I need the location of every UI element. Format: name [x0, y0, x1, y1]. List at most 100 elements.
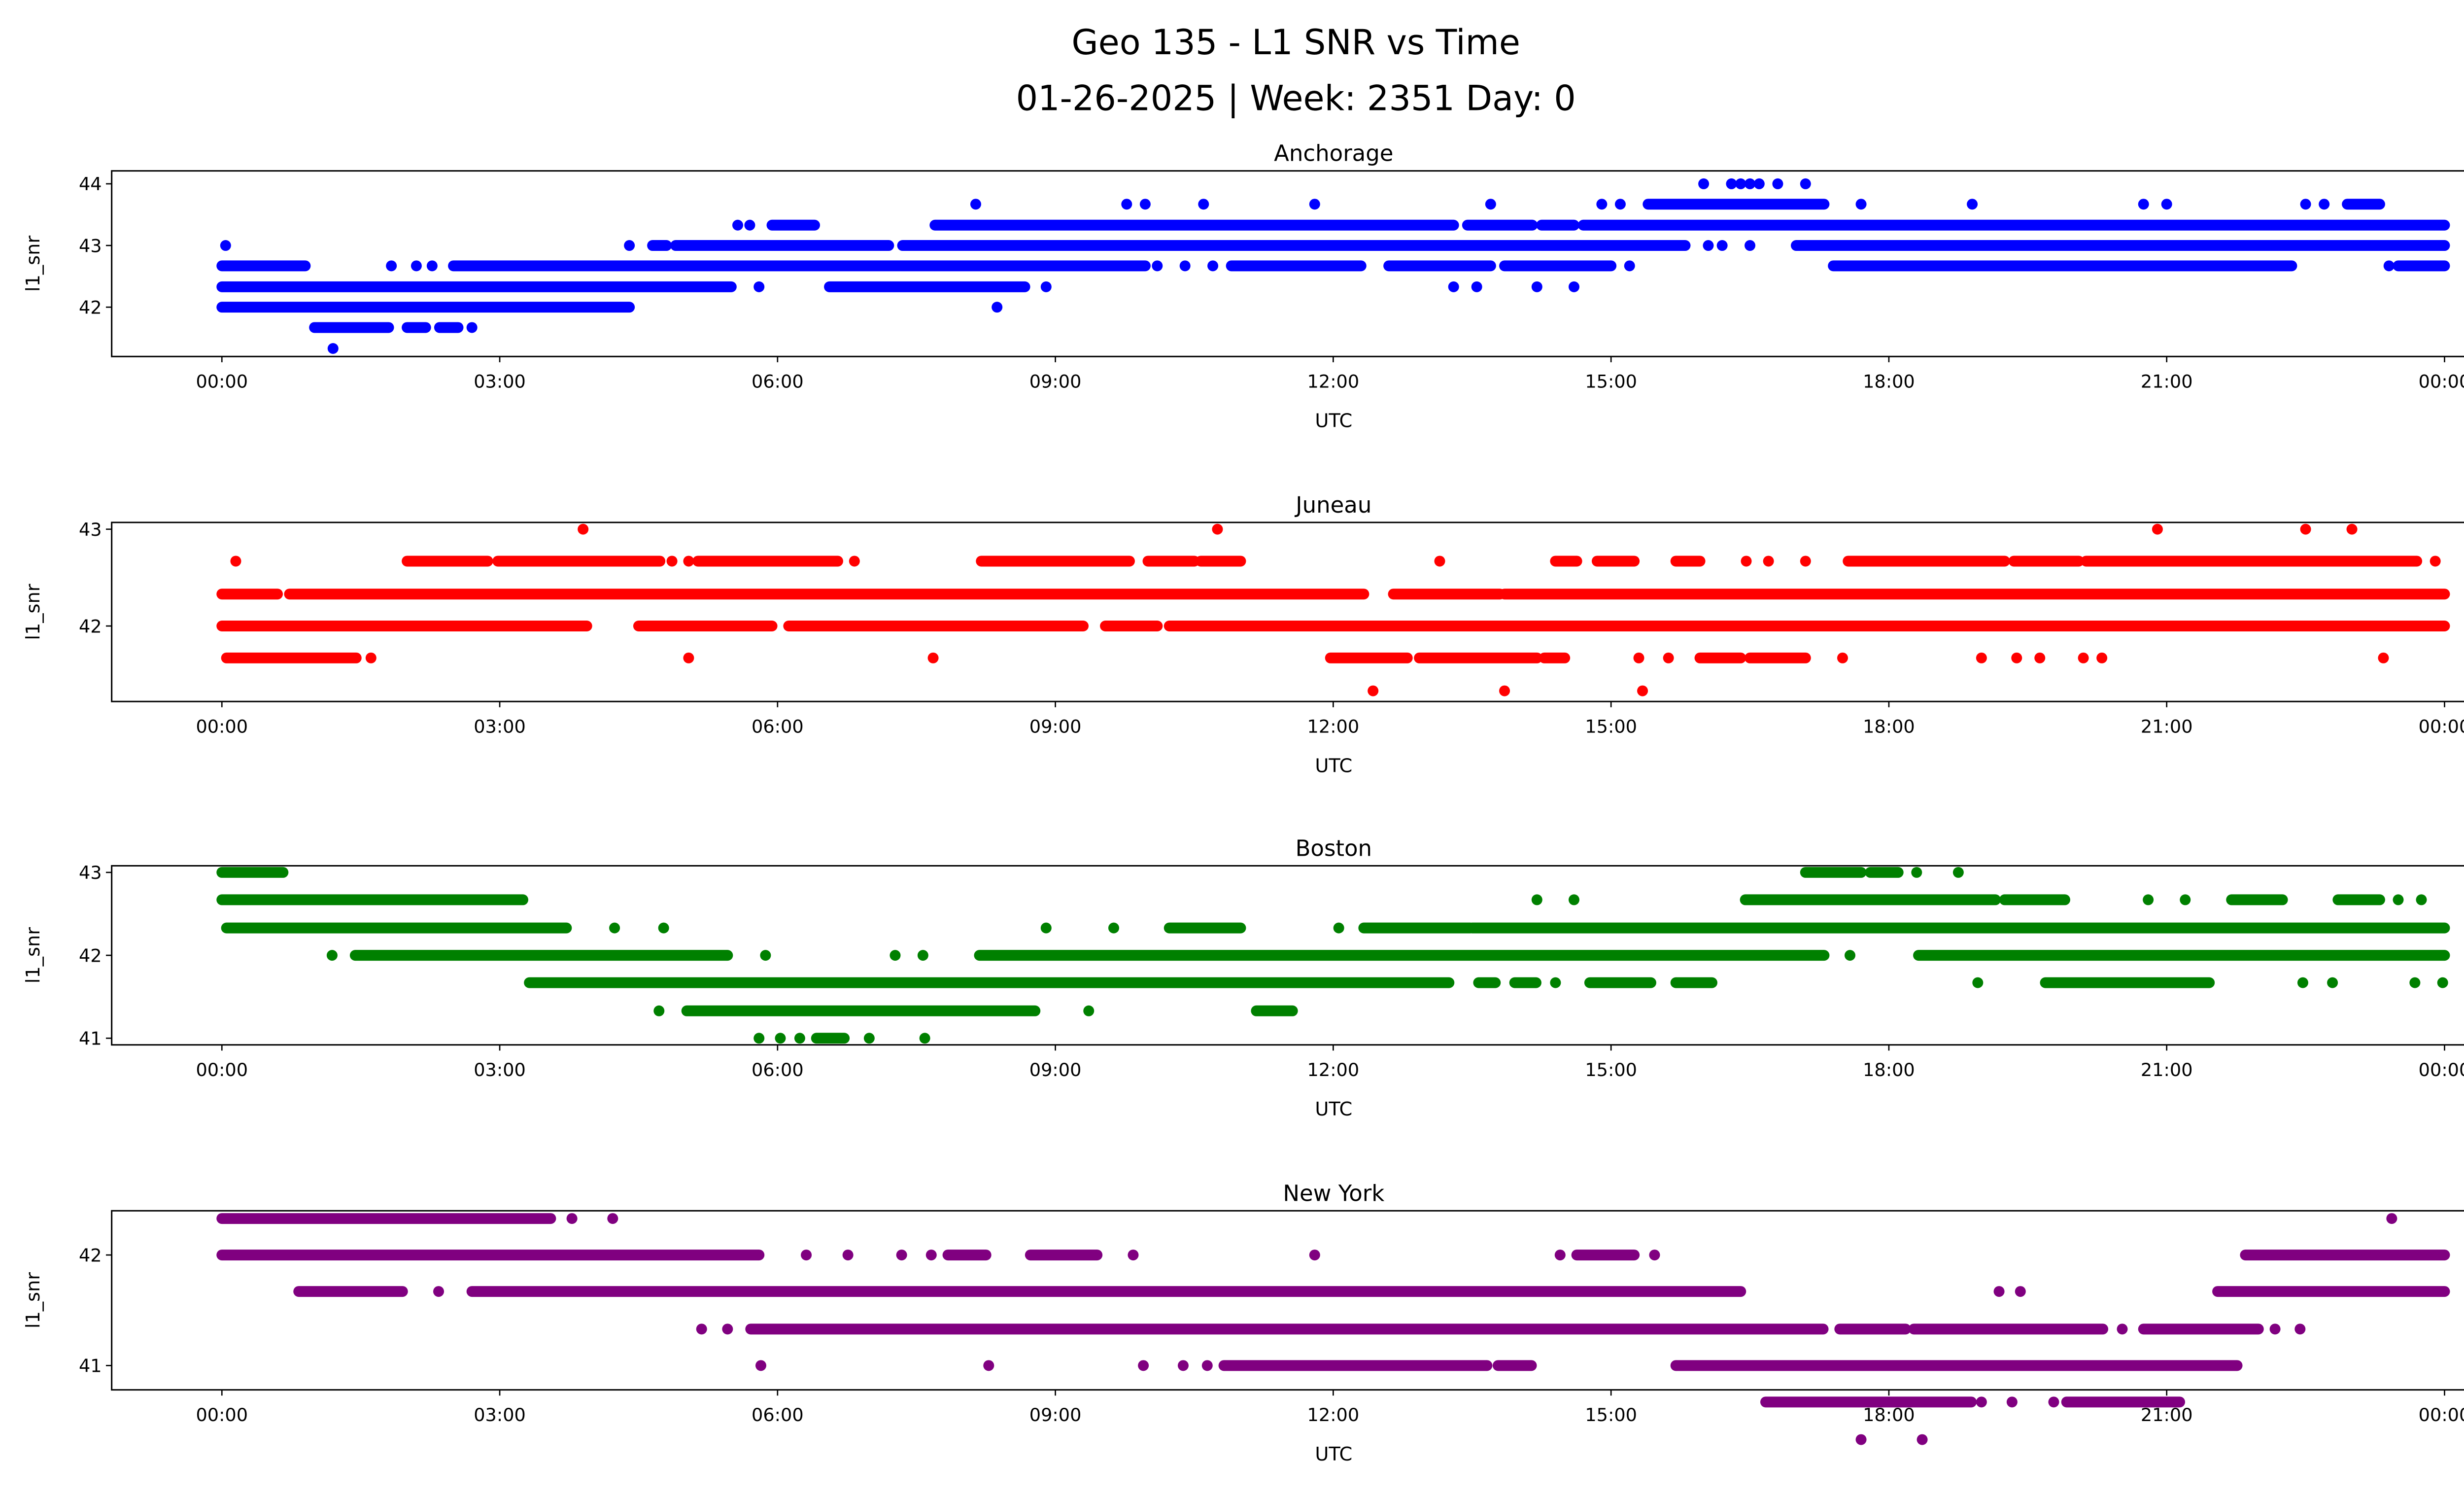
data-point-run	[824, 281, 1030, 292]
data-point-run	[976, 556, 1135, 567]
data-point	[1212, 523, 1223, 535]
data-point	[2143, 894, 2154, 905]
data-point	[2378, 652, 2389, 663]
data-point-run	[1591, 556, 1640, 567]
data-point	[1471, 281, 1482, 292]
data-point	[2161, 199, 2172, 210]
data-point-run	[633, 621, 778, 632]
data-point	[2048, 1396, 2059, 1408]
data-point	[2327, 977, 2338, 988]
data-point	[1633, 652, 1644, 663]
x-tick-label: 21:00	[2141, 371, 2193, 392]
data-point-run	[1499, 589, 2450, 600]
data-point	[983, 1360, 994, 1371]
data-point-run	[221, 652, 362, 663]
y-tick-label: 42	[79, 297, 102, 318]
data-point	[917, 950, 928, 961]
data-point	[753, 1033, 765, 1044]
data-point	[566, 1213, 578, 1224]
data-point	[1772, 178, 1783, 189]
x-tick-label: 06:00	[752, 1404, 804, 1425]
data-point	[1108, 922, 1119, 934]
data-point-run	[1865, 867, 1904, 878]
data-point-run	[216, 894, 529, 905]
data-point	[863, 1033, 875, 1044]
data-point-run	[1383, 260, 1496, 272]
x-tick-label: 15:00	[1585, 1404, 1637, 1425]
x-tick-label: 12:00	[1307, 1404, 1360, 1425]
data-point-run	[2240, 1250, 2450, 1261]
data-point	[2416, 894, 2427, 905]
x-tick-label: 00:00	[2419, 371, 2464, 392]
data-point-run	[1643, 199, 1830, 210]
data-point	[1741, 556, 1752, 567]
data-point-run	[1164, 621, 2450, 632]
data-point	[624, 240, 635, 251]
data-point-run	[745, 1323, 1829, 1335]
data-point-run	[1142, 556, 1200, 567]
subplot-boston: Boston 00:00 03:00 06:00 09:00 12:00 15:00 18:0…	[22, 835, 2464, 1120]
data-point-run	[942, 1250, 992, 1261]
data-point	[1040, 922, 1052, 934]
x-tick-label: 18:00	[1863, 716, 1915, 737]
data-point	[1726, 178, 1737, 189]
data-point	[1916, 1434, 1928, 1445]
data-point	[1448, 281, 1459, 292]
x-tick-label: 00:00	[2419, 1404, 2464, 1425]
data-point-run	[783, 621, 1089, 632]
data-point-run	[1584, 977, 1656, 988]
data-point	[230, 556, 241, 567]
data-point-run	[1760, 1396, 1977, 1408]
data-point	[1649, 1250, 1660, 1261]
data-point-run	[974, 950, 1830, 961]
data-point-run	[1499, 260, 1617, 272]
data-point	[658, 922, 669, 934]
x-tick-label: 00:00	[196, 1059, 248, 1080]
data-point	[2300, 523, 2311, 535]
x-tick-label: 03:00	[474, 371, 526, 392]
data-point	[2011, 652, 2022, 663]
x-tick-label: 00:00	[196, 716, 248, 737]
figure-title-line2: 01-26-2025 | Week: 2351 Day: 0	[1016, 78, 1576, 118]
data-point-run	[692, 556, 843, 567]
data-point-run	[2081, 556, 2423, 567]
data-point-run	[1226, 260, 1367, 272]
data-point	[842, 1250, 854, 1261]
data-point	[1568, 894, 1579, 905]
data-point	[722, 1323, 733, 1335]
x-tick-label: 15:00	[1585, 1059, 1637, 1080]
data-point	[1198, 199, 1209, 210]
subplot-title: New York	[1283, 1180, 1384, 1206]
data-point-run	[402, 556, 493, 567]
data-point-run	[1791, 240, 2450, 251]
data-point	[849, 556, 860, 567]
data-point	[794, 1033, 805, 1044]
data-point	[220, 240, 231, 251]
data-point	[927, 652, 939, 663]
data-point-run	[216, 1213, 556, 1224]
data-point	[2294, 1323, 2306, 1335]
data-point	[1434, 556, 1445, 567]
data-point	[326, 950, 338, 961]
x-tick-label: 06:00	[752, 371, 804, 392]
y-axis-label: l1_snr	[22, 927, 44, 983]
subplot-anchorage: Anchorage 00:00 03:00 06:00 09:00 12:00 15:00 1…	[22, 140, 2464, 432]
x-tick-label: 00:00	[196, 1404, 248, 1425]
data-point	[2006, 1396, 2018, 1408]
data-point	[760, 950, 771, 961]
data-point	[1663, 652, 1674, 663]
data-point	[992, 302, 1003, 313]
x-tick-label: 12:00	[1307, 371, 1360, 392]
data-point	[578, 523, 589, 535]
data-point-run	[647, 240, 672, 251]
data-point	[2015, 1286, 2026, 1297]
x-tick-label: 03:00	[474, 716, 526, 737]
data-point	[653, 1005, 665, 1016]
data-point-run	[1800, 867, 1867, 878]
scatter-series	[216, 178, 2450, 354]
data-point-run	[2008, 556, 2085, 567]
data-point-run	[524, 977, 1455, 988]
data-point-run	[1025, 1250, 1103, 1261]
data-point	[1333, 922, 1344, 934]
